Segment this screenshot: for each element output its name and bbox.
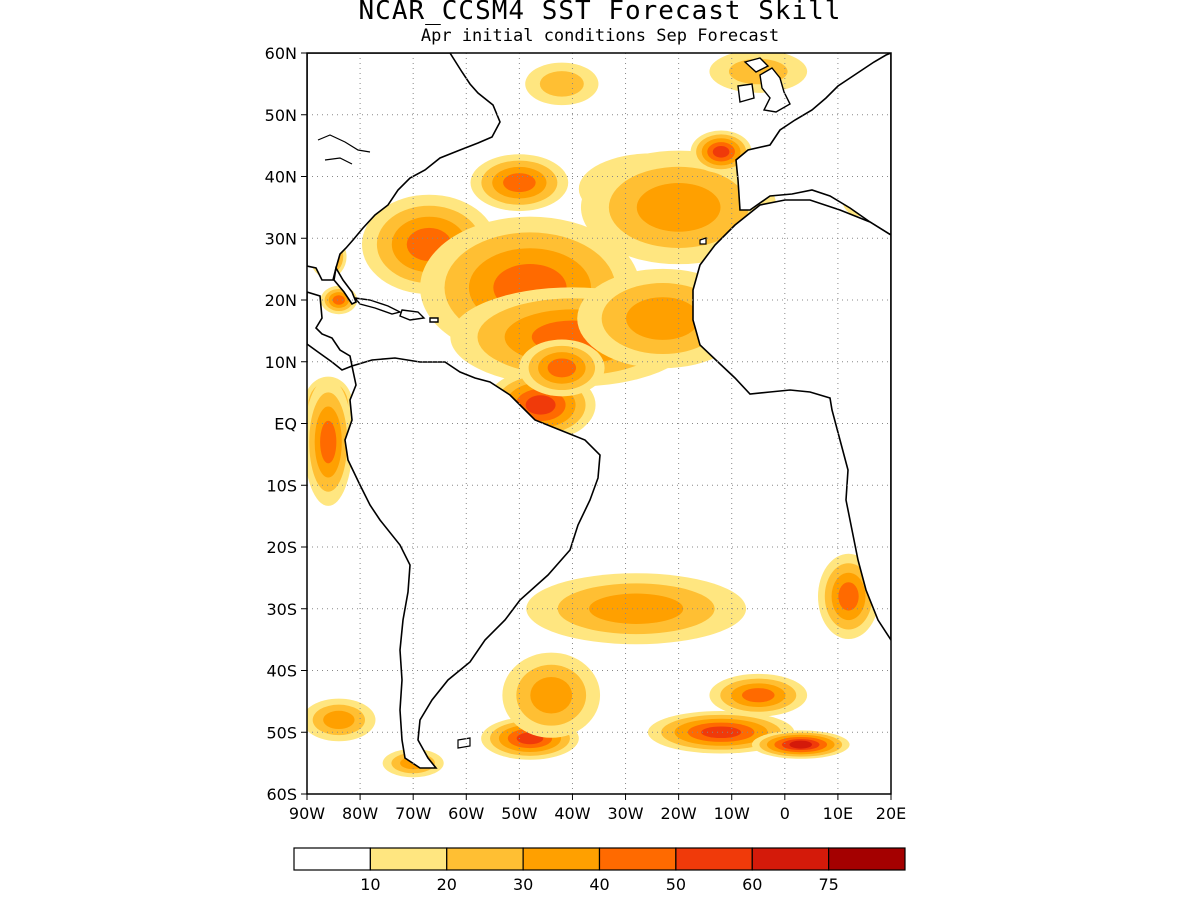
skill-region xyxy=(502,652,601,738)
north-america-landmass xyxy=(307,53,501,281)
skill-contour-level-4 xyxy=(332,295,345,305)
figure-title: NCAR_CCSM4 SST Forecast Skill xyxy=(358,0,842,26)
skill-contour-level-2 xyxy=(539,71,584,97)
longitude-tick-label: 40W xyxy=(554,804,590,823)
puerto-rico-island xyxy=(429,317,439,323)
legend-value-label: 50 xyxy=(666,875,686,894)
skill-region xyxy=(709,673,808,717)
longitude-tick-label: 80W xyxy=(342,804,378,823)
latitude-tick-label: 10N xyxy=(265,353,297,372)
ireland-island xyxy=(737,83,755,103)
south-america-landmass xyxy=(344,357,601,769)
skill-contour-level-3 xyxy=(636,183,721,232)
figure-subtitle: Apr initial conditions Sep Forecast xyxy=(420,26,780,46)
longitude-tick-label: 10W xyxy=(714,804,750,823)
legend-color-box xyxy=(369,847,448,871)
latitude-tick-label: 40N xyxy=(265,168,297,187)
british-isles xyxy=(759,67,791,113)
latitude-tick-label: 60N xyxy=(265,44,297,63)
latitude-tick-label: 20S xyxy=(266,538,297,557)
legend-color-box xyxy=(675,847,753,871)
legend-color-box xyxy=(446,847,524,871)
legend-color-box xyxy=(293,847,371,871)
latitude-tick-label: 20N xyxy=(265,291,297,310)
africa-landmass xyxy=(692,199,891,642)
latitude-tick-label: 10S xyxy=(266,476,297,495)
longitude-tick-label: 30W xyxy=(607,804,643,823)
legend-value-label: 60 xyxy=(742,875,762,894)
graticule xyxy=(307,53,891,794)
legend-color-box xyxy=(522,847,601,871)
latitude-tick-label: EQ xyxy=(274,415,297,434)
latitude-tick-label: 30S xyxy=(266,600,297,619)
great-lakes xyxy=(317,134,371,165)
longitude-labels: 90W 80W 70W 60W 50W 40W 30W 20W 10W 0 10E 20E xyxy=(289,794,906,823)
skill-region xyxy=(526,573,747,645)
latitude-tick-label: 40S xyxy=(266,662,297,681)
skill-contour-level-4 xyxy=(838,582,859,611)
skill-shading-layer xyxy=(307,53,880,778)
canary-islands xyxy=(699,237,707,245)
europe-landmass xyxy=(735,53,891,236)
falkland-islands xyxy=(457,737,471,749)
legend-value-labels: 10 20 30 40 50 60 75 xyxy=(360,875,839,894)
skill-region xyxy=(470,154,569,212)
skill-region xyxy=(525,62,599,106)
longitude-tick-label: 70W xyxy=(395,804,431,823)
latitude-tick-label: 50S xyxy=(266,723,297,742)
latitude-labels: 60N 50N 40N 30N 20N 10N EQ 10S 20S 30S 40S 50S 60S xyxy=(265,44,307,804)
cuba-island xyxy=(353,297,403,315)
legend-value-label: 30 xyxy=(513,875,533,894)
skill-contour-level-4 xyxy=(503,173,536,193)
skill-contour-level-3 xyxy=(626,297,700,340)
legend-value-label: 40 xyxy=(589,875,609,894)
longitude-tick-label: 60W xyxy=(448,804,484,823)
skill-region xyxy=(307,698,376,742)
legend-color-box xyxy=(828,847,906,871)
legend-value-label: 75 xyxy=(818,875,838,894)
skill-contour-level-6 xyxy=(789,740,813,749)
longitude-tick-label: 20E xyxy=(876,804,906,823)
latitude-tick-label: 30N xyxy=(265,229,297,248)
skill-contour-level-5 xyxy=(525,395,556,415)
longitude-tick-label: 0 xyxy=(780,804,790,823)
skill-contour-level-5 xyxy=(712,145,730,158)
skill-contour-level-4 xyxy=(547,358,577,378)
color-legend: 10 20 30 40 50 60 75 xyxy=(293,847,906,894)
florida-peninsula xyxy=(333,265,358,306)
latitude-tick-label: 60S xyxy=(266,785,297,804)
legend-color-boxes xyxy=(293,847,906,871)
legend-value-label: 10 xyxy=(360,875,380,894)
skill-contour-level-3 xyxy=(530,676,573,714)
skill-region xyxy=(751,730,850,759)
skill-contour-level-4 xyxy=(320,420,337,464)
longitude-tick-label: 10E xyxy=(823,804,853,823)
skill-region xyxy=(647,710,795,754)
legend-color-box xyxy=(751,847,830,871)
skill-contour-level-5 xyxy=(701,726,742,739)
hispaniola-island xyxy=(399,309,426,321)
legend-value-label: 20 xyxy=(437,875,457,894)
skill-region xyxy=(307,378,353,506)
longitude-tick-label: 90W xyxy=(289,804,325,823)
land-layer xyxy=(307,53,891,769)
skill-region xyxy=(519,339,605,397)
iceland-island xyxy=(743,57,770,73)
skill-contour-level-3 xyxy=(323,710,355,730)
skill-contour-level-4 xyxy=(741,688,775,703)
legend-color-box xyxy=(598,847,677,871)
map-panel: 60N 50N 40N 30N 20N 10N EQ 10S 20S 30S 40S 50S 60S 9… xyxy=(265,44,907,823)
longitude-tick-label: 50W xyxy=(501,804,537,823)
longitude-tick-label: 20W xyxy=(661,804,697,823)
skill-contour-level-3 xyxy=(589,593,684,624)
central-america-landmass xyxy=(307,291,353,371)
latitude-tick-label: 50N xyxy=(265,106,297,125)
